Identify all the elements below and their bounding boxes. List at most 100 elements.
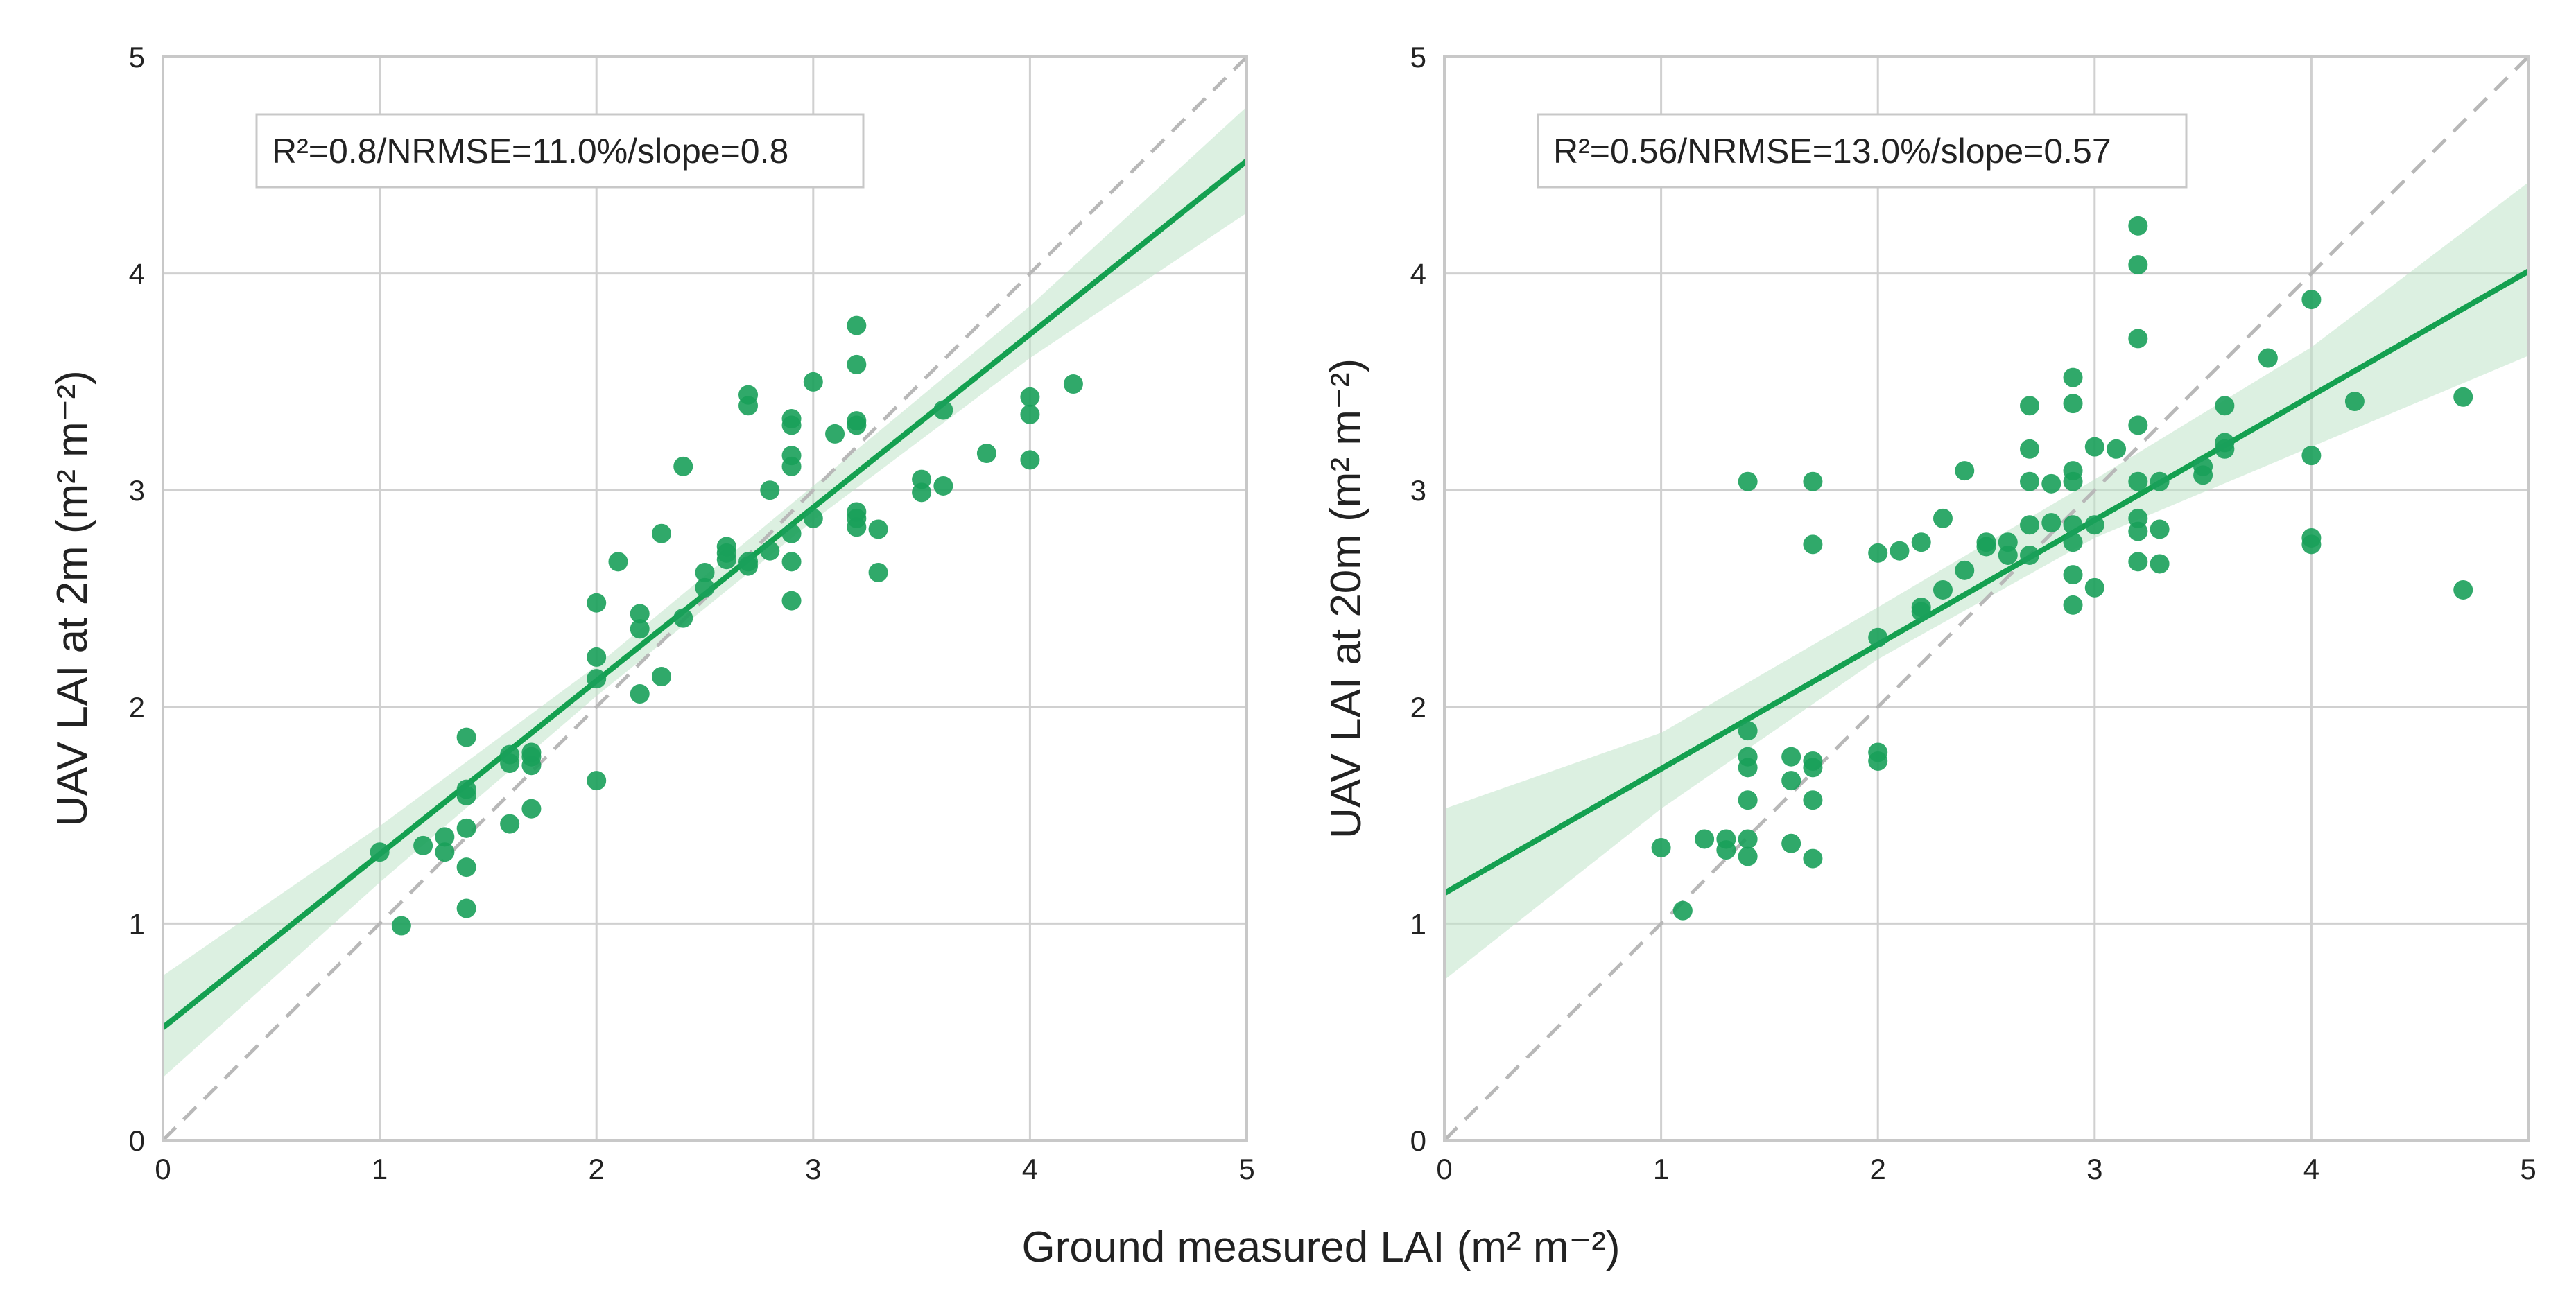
stats-annotation: R²=0.8/NRMSE=11.0%/slope=0.8 [272,132,788,171]
data-point [2084,437,2104,457]
data-point [2020,439,2040,459]
data-point [1803,471,1823,491]
data-point [1911,532,1931,552]
y-tick-label: 3 [129,474,145,507]
plot-contents [1444,57,2528,1140]
data-point [2215,433,2235,453]
data-point [716,537,736,557]
x-tick-label: 1 [1653,1153,1669,1185]
x-tick-label: 5 [2520,1153,2536,1185]
data-point [1868,543,1888,563]
data-point [500,814,520,834]
data-point [2150,471,2170,491]
data-point [1868,742,1888,762]
y-tick-label: 4 [129,258,145,290]
data-point [2453,579,2473,600]
data-point [781,591,802,611]
data-point [695,562,715,582]
data-point [2128,415,2148,435]
data-point [651,667,671,687]
y-tick-label: 2 [1410,691,1426,724]
data-point [976,444,996,464]
data-point [847,315,867,335]
data-point [781,446,802,466]
x-tick-label: 3 [805,1153,821,1185]
data-point [868,562,888,582]
y-tick-label: 0 [1410,1124,1426,1157]
data-point [1955,560,1975,580]
data-point [673,608,693,628]
data-point [1933,508,1953,528]
data-point [1738,846,1758,866]
data-point [738,385,759,405]
y-tick-label: 3 [1410,474,1426,507]
data-point [2301,528,2322,548]
plot-frame [162,55,1248,1142]
data-point [2063,515,2083,535]
data-point [1933,579,1953,600]
data-point [2041,473,2061,494]
data-point [391,916,411,936]
data-point [1738,829,1758,849]
data-point [2063,565,2083,585]
y-tick-label: 1 [1410,907,1426,940]
data-point [1651,837,1671,857]
data-point [2020,471,2040,491]
data-point [435,827,455,847]
data-point [695,577,715,598]
data-point [760,480,780,500]
data-point [738,552,759,572]
data-point [521,799,542,819]
y-tick-label: 1 [129,907,145,940]
data-point [760,541,780,561]
data-point [2453,387,2473,407]
data-point [630,619,650,639]
data-point [456,857,476,878]
data-point [651,523,671,543]
x-tick-label: 4 [2303,1153,2319,1185]
data-point [2128,329,2148,349]
data-point [825,424,845,444]
y-tick-label: 5 [1410,41,1426,73]
data-point [1020,387,1040,407]
data-point [456,898,476,918]
data-point [1803,848,1823,869]
data-point [456,818,476,838]
data-point [587,593,607,613]
data-point [2128,508,2148,528]
data-point [1020,450,1040,470]
data-point [2041,513,2061,533]
data-point [1781,833,1801,853]
data-point [456,779,476,799]
identity-line [1444,57,2528,1140]
data-point [781,552,802,572]
shared-x-axis-label: Ground measured LAI (m² m⁻²) [1021,1223,1620,1271]
data-point [1803,751,1823,771]
data-point [933,476,953,496]
data-point [1803,790,1823,810]
stats-annotation-box [1537,113,2188,189]
data-point [1976,532,1996,552]
data-point [1803,534,1823,555]
data-point [2344,392,2365,412]
data-point [435,842,455,862]
data-point [1738,747,1758,767]
data-point [630,604,650,624]
data-point [2020,515,2040,535]
plot-frame [1443,55,2530,1142]
data-point [2084,515,2104,535]
regression-line [1444,269,2528,896]
chart-panel-left: 0 1 2 3 4 5 0 1 2 3 4 5 UAV LAI at 2m (m² m⁻²) R²=0.8… [49,41,1255,1185]
data-point [2063,367,2083,387]
data-point [2128,255,2148,275]
x-tick-label: 2 [1870,1153,1886,1185]
data-point [370,842,390,862]
y-axis-label: UAV LAI at 2m (m² m⁻²) [49,370,96,827]
data-point [1738,790,1758,810]
data-point [2128,216,2148,236]
data-point [1063,374,1083,394]
data-point [2215,396,2235,416]
data-point [912,469,932,489]
data-point [847,354,867,374]
x-tick-label: 4 [1022,1153,1038,1185]
